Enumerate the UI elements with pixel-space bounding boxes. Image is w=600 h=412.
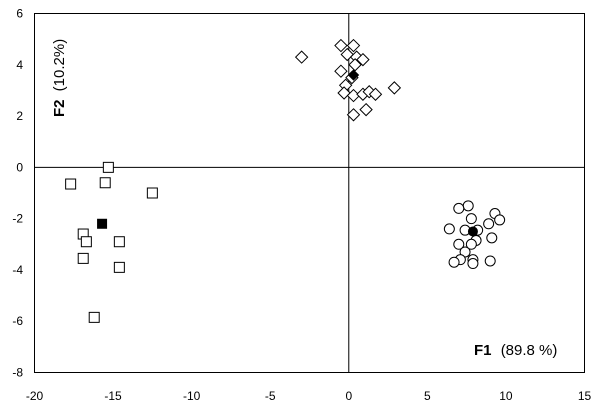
x-axis-label-value: (89.8 %) <box>501 342 558 359</box>
square-point <box>65 178 77 190</box>
circle-point <box>483 218 495 230</box>
square-point <box>99 177 111 189</box>
circle-point <box>486 232 498 244</box>
y-axis-label-value: (10.2%) <box>51 39 68 92</box>
x-tick-label: -20 <box>26 389 44 403</box>
square-point <box>146 187 158 199</box>
y-axis-label: F2 (10.2%) <box>51 39 68 117</box>
x-tick-label: 0 <box>345 389 352 403</box>
circle-point <box>465 213 477 225</box>
square-point <box>80 236 92 248</box>
square-point <box>113 236 125 248</box>
circle-point <box>467 258 479 270</box>
diamond-point <box>359 102 373 117</box>
square-point <box>102 161 114 173</box>
x-axis-label-name: F1 <box>474 342 492 359</box>
square-point <box>113 261 125 273</box>
y-tick-label: 6 <box>16 7 23 21</box>
x-axis-label: F1 (89.8 %) <box>474 342 557 359</box>
x-tick-label: 5 <box>424 389 431 403</box>
diamond-centroid-point <box>347 69 360 81</box>
data-points <box>65 38 506 323</box>
y-tick-label: 2 <box>16 109 23 123</box>
diamond-point <box>346 108 361 122</box>
y-tick-label: 0 <box>16 160 23 174</box>
square-point <box>88 311 100 323</box>
x-tick-label: 15 <box>578 389 592 403</box>
diamond-point <box>337 86 351 100</box>
y-tick-label: -8 <box>12 366 23 380</box>
y-tick-label: 4 <box>16 58 23 72</box>
square-centroid-point <box>97 218 108 229</box>
diamond-point <box>348 58 362 72</box>
diamond-point <box>294 50 309 64</box>
x-tick-labels: -20 -15 -10 -5 0 5 10 15 <box>26 389 592 403</box>
y-axis-label-name: F2 <box>51 99 68 117</box>
diamond-point <box>340 47 354 62</box>
circle-point <box>462 200 474 212</box>
circle-point <box>448 256 460 268</box>
x-tick-label: -10 <box>183 389 201 403</box>
y-tick-label: -4 <box>12 263 23 277</box>
diamond-point <box>346 38 361 53</box>
circle-point <box>494 214 506 226</box>
diamond-point <box>356 52 370 67</box>
y-tick-label: -2 <box>12 212 23 226</box>
x-tick-label: 10 <box>499 389 513 403</box>
circle-point <box>484 255 496 267</box>
x-tick-label: -15 <box>104 389 122 403</box>
x-tick-label: -5 <box>265 389 276 403</box>
diamond-point <box>387 81 402 95</box>
y-tick-label: -6 <box>12 314 23 328</box>
circle-point <box>443 223 455 235</box>
diamond-point <box>334 38 348 53</box>
diamond-point <box>368 87 383 101</box>
circle-point <box>465 238 477 250</box>
plot-frame <box>34 13 585 373</box>
circle-point <box>453 202 465 214</box>
y-tick-labels: -8 -6 -4 -2 0 2 4 6 <box>12 7 23 380</box>
diamond-point <box>334 64 348 78</box>
circle-centroid-point <box>467 226 478 237</box>
square-point <box>77 252 89 264</box>
zero-axes <box>34 13 585 373</box>
circle-point <box>453 238 465 250</box>
